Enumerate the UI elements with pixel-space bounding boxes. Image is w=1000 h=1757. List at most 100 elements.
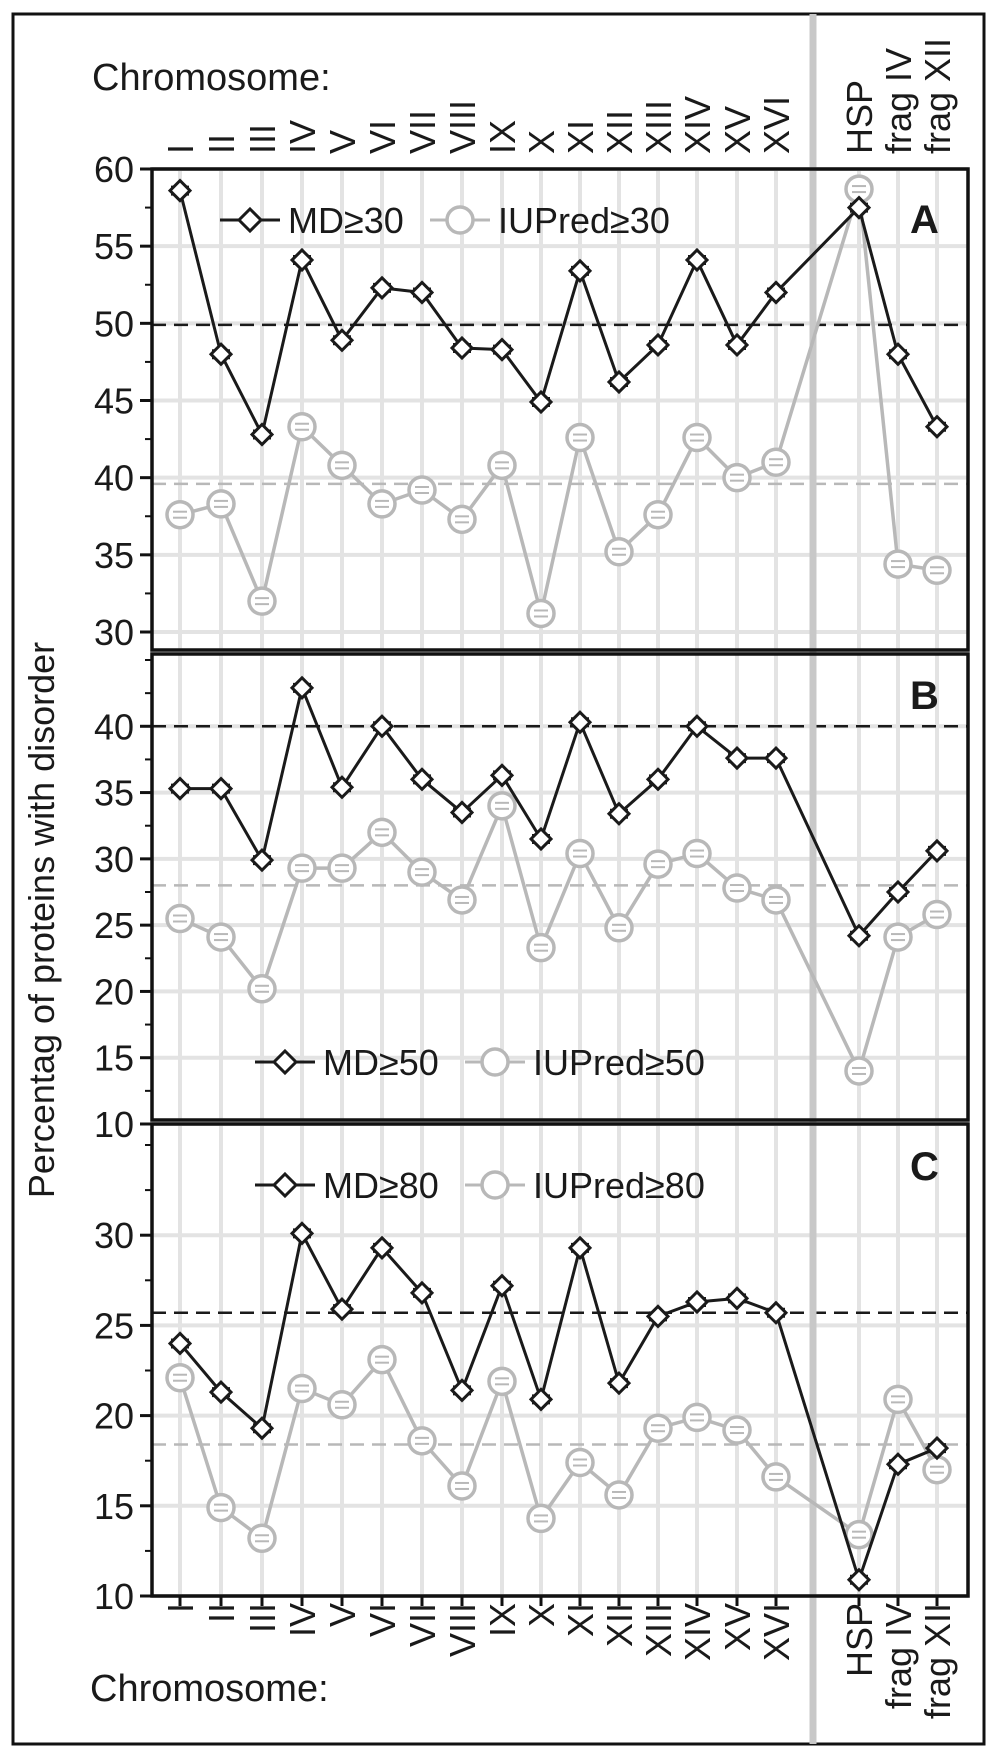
top-category-label: VIII (442, 100, 483, 154)
y-tick-label: 40 (94, 458, 134, 499)
top-category-label: HSP (839, 80, 880, 154)
md-data-point (763, 280, 789, 305)
md-data-point (606, 1371, 632, 1396)
y-tick-label: 30 (94, 839, 134, 880)
iupred-data-point (761, 885, 791, 915)
md-data-point (409, 767, 435, 792)
top-category-label: XVI (756, 96, 797, 154)
md-data-point (567, 258, 593, 283)
md-data-point (249, 1416, 275, 1441)
iupred-data-point (327, 1390, 357, 1420)
md-data-point (924, 414, 950, 439)
bottom-category-label: XIII (638, 1603, 679, 1657)
md-data-point (645, 767, 671, 792)
iupred-data-point (367, 1344, 397, 1375)
iupred-data-point (287, 411, 317, 442)
top-category-label: frag XII (917, 38, 958, 154)
iupred-data-point (883, 1384, 913, 1415)
iupred-data-point (682, 838, 712, 869)
md-data-point (846, 195, 872, 220)
iupred-data-point (367, 817, 397, 848)
bottom-category-label: frag XII (917, 1603, 958, 1719)
iupred-data-point (447, 504, 477, 535)
iupred-data-point (682, 422, 712, 453)
y-tick-label: 10 (94, 1104, 134, 1145)
bottom-category-label: XI (560, 1603, 601, 1637)
legend-diamond-marker (236, 206, 264, 234)
md-data-point (208, 776, 234, 801)
md-data-point (885, 342, 911, 367)
top-category-label: XII (599, 110, 640, 154)
md-data-point (489, 337, 515, 362)
md-data-point (489, 763, 515, 788)
legend-label: MD≥30 (288, 200, 404, 241)
iupred-data-point (247, 1523, 277, 1554)
y-axis-label: Percentag of proteins with disorder (21, 642, 62, 1198)
top-category-label: XIII (638, 100, 679, 154)
iupred-data-point (287, 853, 317, 883)
md-data-point (885, 879, 911, 905)
top-category-label: VI (362, 120, 403, 154)
md-data-point (846, 1567, 872, 1592)
legend-diamond-marker (271, 1171, 299, 1199)
md-data-point (289, 675, 315, 700)
md-data-point (606, 801, 632, 826)
legend-label: IUPred≥80 (533, 1165, 705, 1206)
md-data-point (528, 1387, 554, 1412)
legend-label: IUPred≥50 (533, 1042, 705, 1083)
bottom-category-label: frag IV (878, 1603, 919, 1709)
top-category-label: X (521, 130, 562, 154)
top-category-label: III (242, 124, 283, 154)
iupred-data-point (722, 1415, 752, 1445)
legend-label: MD≥50 (323, 1042, 439, 1083)
top-category-label: XIV (677, 96, 718, 154)
bottom-category-label: I (160, 1603, 201, 1613)
md-data-point (409, 280, 435, 305)
top-category-label: V (322, 130, 363, 154)
panel-frame (150, 1122, 970, 1598)
md-data-point (329, 775, 355, 800)
top-category-label: frag IV (878, 48, 919, 154)
panel-letter: B (910, 674, 939, 718)
iupred-data-point (722, 462, 752, 493)
bottom-category-label: XV (717, 1603, 758, 1651)
md-data-point (449, 335, 475, 361)
md-data-point (684, 247, 710, 273)
top-category-label: IV (282, 120, 323, 154)
top-category-label: IX (482, 120, 523, 154)
y-tick-label: 35 (94, 535, 134, 576)
md-data-point (645, 1304, 671, 1329)
md-data-point (567, 1235, 593, 1260)
md-data-point (167, 1331, 193, 1356)
md-data-point (567, 710, 593, 735)
md-data-point (684, 1289, 710, 1315)
y-tick-label: 45 (94, 381, 134, 422)
md-data-point (528, 826, 554, 852)
y-tick-label: 60 (94, 149, 134, 190)
iupred-data-point (565, 1447, 595, 1478)
md-data-point (289, 1221, 315, 1246)
legend-layer: A MD≥30 IUPred≥30 B MD≥50 IUPred≥50 C MD≥80 IUPr… (220, 198, 939, 1206)
bottom-category-label: VII (402, 1603, 443, 1647)
iupred-data-point (487, 791, 517, 821)
bottom-category-label: IX (482, 1603, 523, 1637)
iupred-data-point (682, 1402, 712, 1433)
panel-letter: A (910, 198, 939, 242)
iupred-data-point (247, 586, 277, 616)
y-tick-label: 25 (94, 905, 134, 946)
y-tick-label: 35 (94, 773, 134, 814)
iupred-data-point (447, 1471, 477, 1501)
md-data-point (924, 838, 950, 864)
iupred-data-point (447, 885, 477, 915)
iupred-data-point (407, 475, 437, 505)
iupred-data-point (327, 853, 357, 883)
iupred-data-point (883, 549, 913, 579)
top-category-label: VII (402, 110, 443, 154)
md-data-point (289, 247, 315, 273)
md-data-point (645, 332, 671, 358)
y-tick-label: 20 (94, 1396, 134, 1437)
md-data-point (763, 745, 789, 771)
y-tick-label: 10 (94, 1576, 134, 1617)
iupred-data-point (565, 422, 595, 453)
iupred-data-point (526, 932, 556, 963)
